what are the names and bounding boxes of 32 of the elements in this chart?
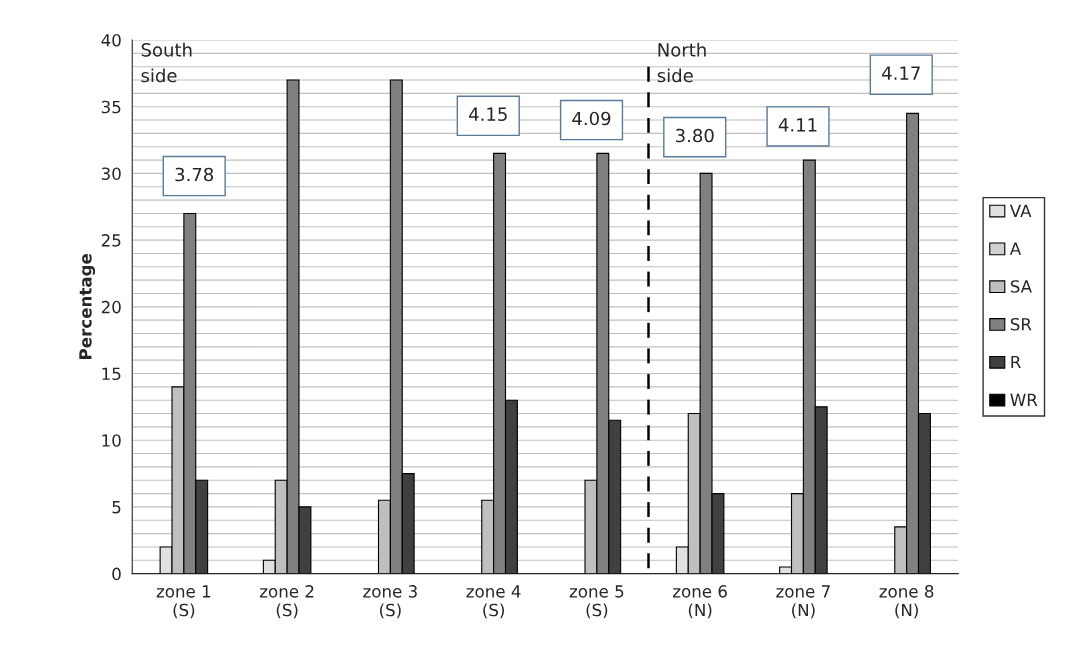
legend-label: VA (1009, 204, 1032, 217)
y-tick-label: 25 (101, 234, 121, 247)
y-tick-label: 5 (112, 501, 121, 514)
x-tick-label: zone 8 (N) (879, 585, 934, 619)
y-tick-label: 10 (102, 434, 121, 447)
x-tick-label: zone 6 (N) (673, 585, 727, 619)
y-tick-label: 0 (112, 567, 121, 581)
x-tick-label: zone 2 (S) (260, 585, 314, 619)
annotation: 4.09 (572, 111, 611, 126)
annotation: 3.80 (676, 128, 714, 143)
x-tick-label: zone 7 (N) (776, 585, 830, 619)
x-tick-label: zone 1 (S) (156, 585, 211, 619)
legend-label: WR (1010, 393, 1038, 406)
annotation: 4.11 (778, 118, 817, 132)
annotation: 4.17 (882, 66, 920, 80)
legend-label: SR (1010, 317, 1032, 331)
legend-label: R (1011, 355, 1021, 369)
y-tick-label: 30 (101, 167, 121, 180)
y-tick-label: 40 (101, 33, 121, 47)
y-tick-label: 20 (101, 300, 121, 314)
x-tick-label: zone 5 (S) (569, 585, 624, 619)
annotation: 3.78 (175, 167, 214, 182)
legend-label: A (1009, 242, 1022, 255)
annotation: North side (657, 42, 706, 83)
y-axis-title: Percentage (79, 254, 96, 359)
x-tick-label: zone 4 (S) (466, 585, 521, 619)
x-tick-label: zone 3 (S) (363, 585, 417, 619)
annotation: South side (141, 42, 192, 83)
legend-label: SA (1010, 280, 1032, 293)
y-tick-label: 35 (101, 100, 121, 114)
y-tick-label: 15 (102, 367, 121, 381)
annotation: 4.15 (469, 107, 507, 122)
